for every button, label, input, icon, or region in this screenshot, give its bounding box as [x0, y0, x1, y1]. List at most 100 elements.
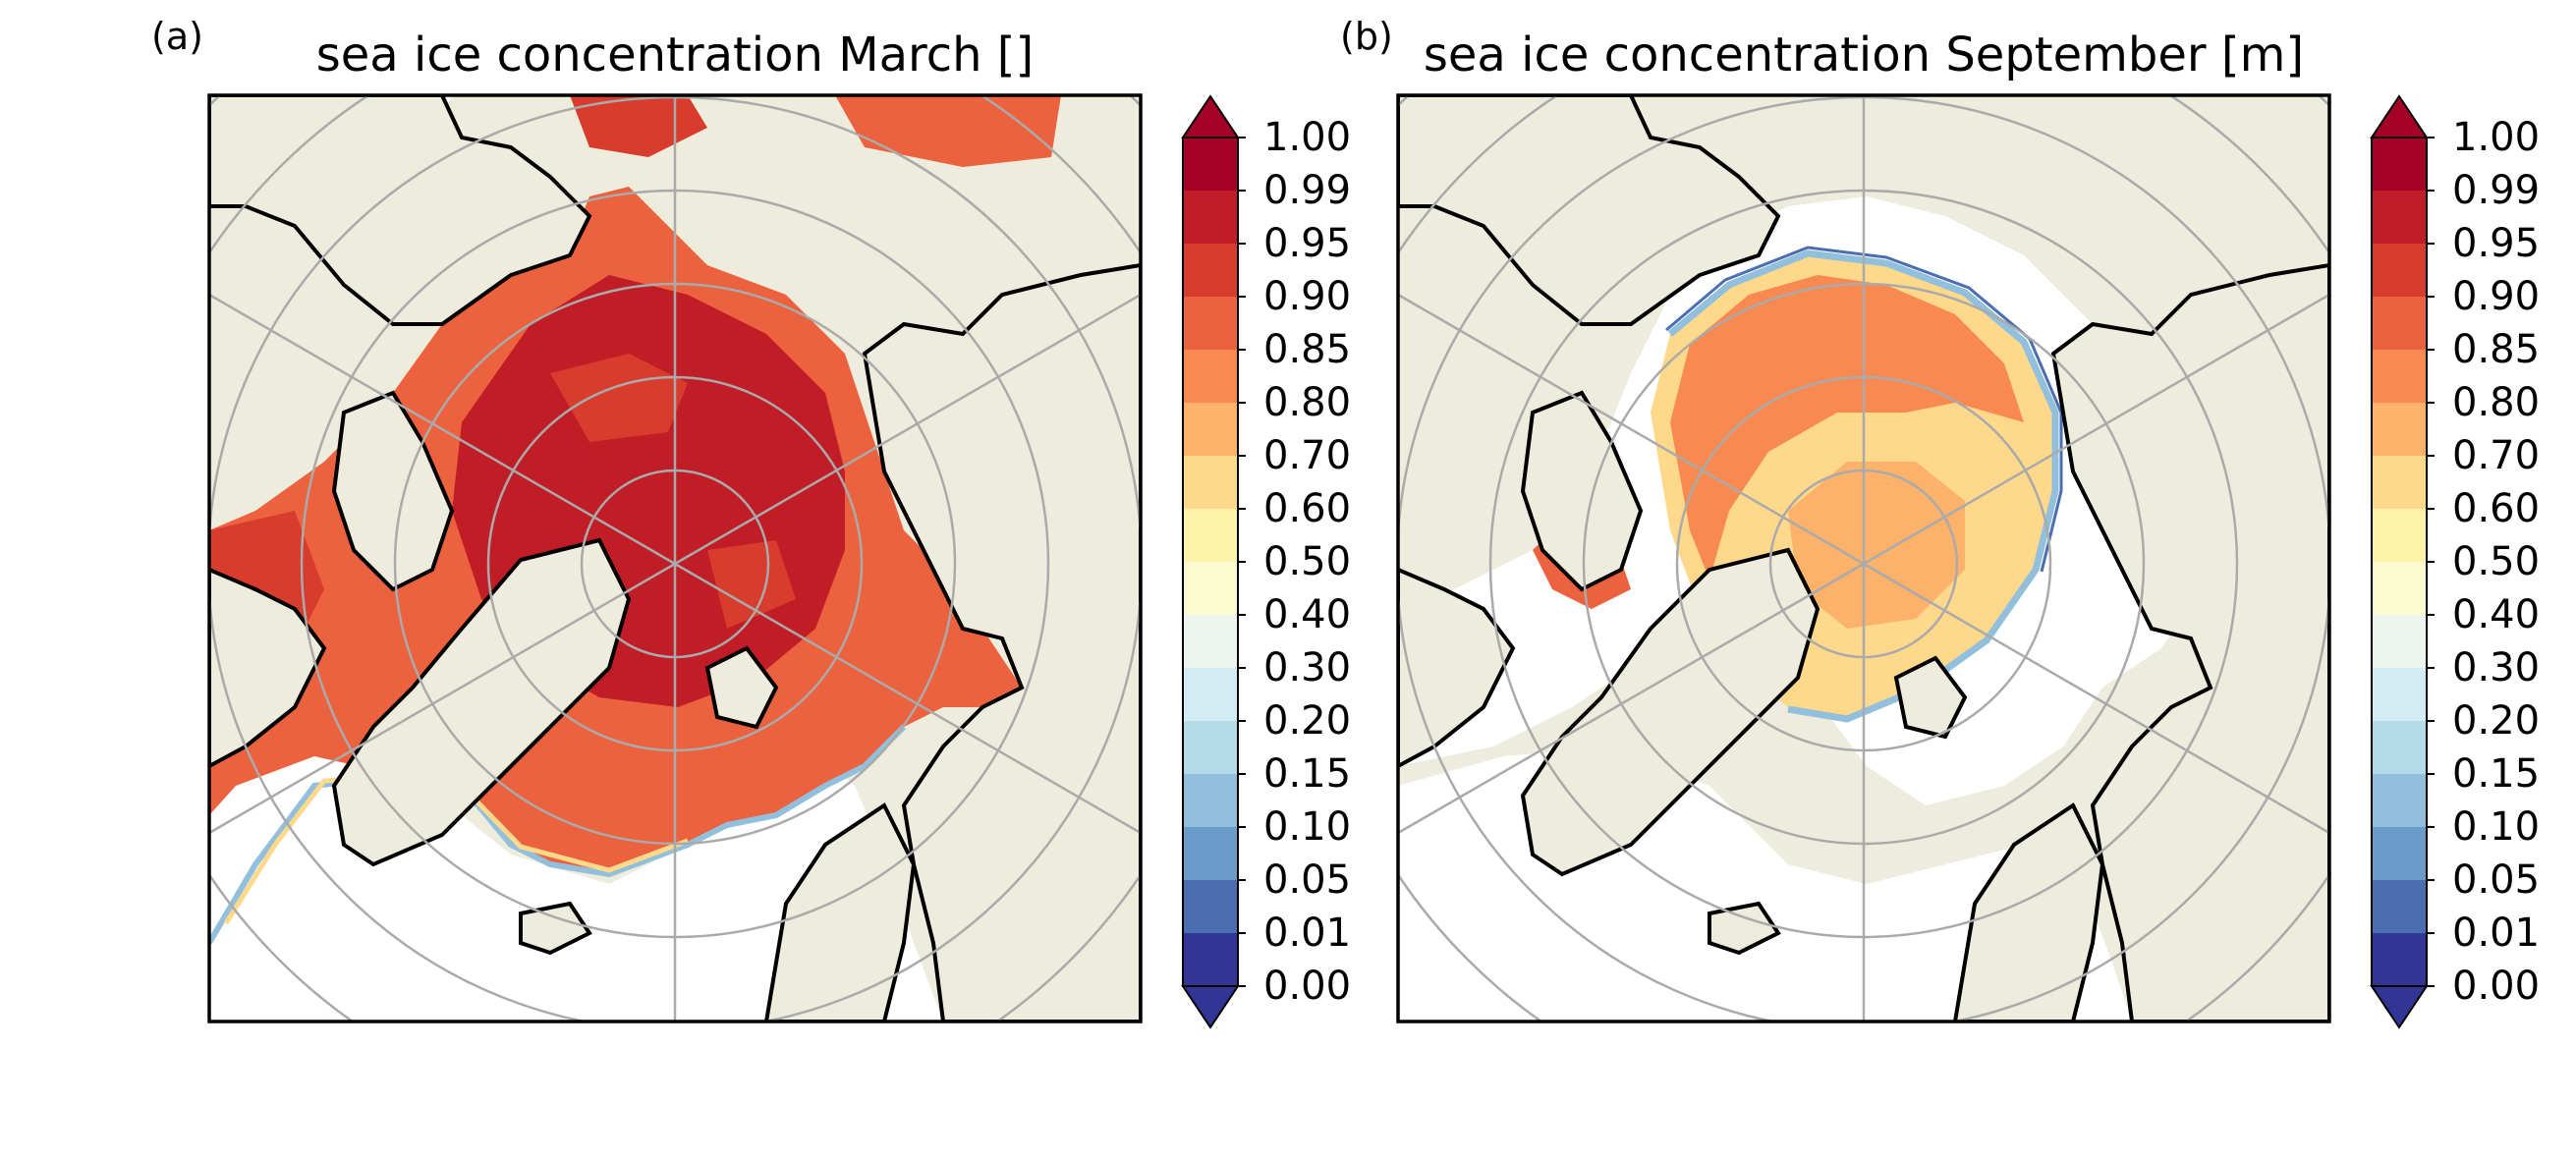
panel-a-tick-10: 0.30 — [1263, 645, 1351, 690]
colorbar-bin — [2372, 880, 2427, 934]
panel-a-map — [209, 95, 1141, 1022]
panel-b-graticule — [1398, 95, 2329, 1022]
panel-a-ice-edge — [209, 724, 907, 945]
panel-b-tick-5: 0.80 — [2452, 380, 2540, 425]
panel-a-ice-blotch-2 — [707, 540, 796, 629]
panel-b-scandinavia — [1952, 802, 2105, 1022]
panel-a-ice-barents — [570, 95, 707, 157]
panel-b-tick-16: 0.00 — [2452, 964, 2540, 1009]
panel-a-tick-3: 0.90 — [1263, 274, 1351, 319]
panel-b-tick-4: 0.85 — [2452, 327, 2540, 372]
panel-a: (a) sea ice concentration March [] — [151, 15, 1351, 1029]
colorbar-bin — [2372, 774, 2427, 828]
panel-a-tick-9: 0.40 — [1263, 592, 1351, 637]
panel-b-tick-1: 0.99 — [2452, 168, 2540, 213]
colorbar-bin — [2372, 403, 2427, 457]
panel-a-iceland — [519, 901, 592, 956]
panel-b-colorbar-bins — [2370, 94, 2435, 1029]
panel-a-title: sea ice concentration March [] — [316, 28, 1034, 83]
colorbar-bin — [1183, 827, 1238, 881]
colorbar-extend-low — [1181, 985, 1240, 1029]
colorbar-bin — [2372, 933, 2427, 987]
colorbar-bin — [1183, 933, 1238, 987]
panel-a-greenland — [331, 537, 632, 867]
panel-b: (b) sea ice concentration September [m] — [1340, 15, 2540, 1029]
colorbar-bin — [1183, 721, 1238, 775]
panel-a-tick-16: 0.00 — [1263, 964, 1351, 1009]
colorbar-bin — [1183, 615, 1238, 669]
panel-a-label: (a) — [151, 15, 203, 58]
colorbar-bin — [2372, 668, 2427, 722]
panel-a-ice-blotch-1 — [550, 354, 688, 442]
panel-a-colorbar: 1.00 0.99 0.95 0.90 0.85 0.80 0.70 0.60 … — [1181, 94, 1351, 1029]
colorbar-bin — [2372, 191, 2427, 245]
panel-b-tick-15: 0.01 — [2452, 911, 2540, 956]
panel-b-ice-mid — [1670, 275, 2024, 580]
panel-a-svalbard — [704, 645, 779, 730]
colorbar-bin — [1183, 191, 1238, 245]
panel-b-tick-13: 0.10 — [2452, 804, 2540, 850]
panel-a-tick-5: 0.80 — [1263, 380, 1351, 425]
panel-a-tick-0: 1.00 — [1263, 115, 1351, 160]
colorbar-bin — [2372, 562, 2427, 616]
panel-b-tick-11: 0.20 — [2452, 698, 2540, 744]
colorbar-bin — [2372, 827, 2427, 881]
colorbar-extend-low — [2370, 985, 2429, 1029]
panel-a-canada — [209, 567, 327, 769]
panel-b-tick-7: 0.60 — [2452, 486, 2540, 531]
panel-a-tick-15: 0.01 — [1263, 911, 1351, 956]
panel-b-tick-6: 0.70 — [2452, 433, 2540, 478]
panel-b-tick-9: 0.40 — [2452, 592, 2540, 637]
colorbar-bin — [2372, 138, 2427, 192]
panel-b-title: sea ice concentration September [m] — [1424, 28, 2304, 83]
colorbar-bin — [2372, 615, 2427, 669]
panel-a-tick-7: 0.60 — [1263, 486, 1351, 531]
panel-a-tick-14: 0.05 — [1263, 857, 1351, 903]
colorbar-bin — [1183, 562, 1238, 616]
panel-a-graticule — [209, 95, 1141, 1022]
panel-a-tick-11: 0.20 — [1263, 698, 1351, 744]
panel-b-colorbar: 1.00 0.99 0.95 0.90 0.85 0.80 0.70 0.60 … — [2370, 94, 2540, 1029]
colorbar-bin — [2372, 297, 2427, 351]
colorbar-extend-high — [2370, 94, 2429, 138]
colorbar-bin — [1183, 350, 1238, 404]
colorbar-bin — [1183, 456, 1238, 510]
panel-a-scandinavia — [763, 802, 917, 1022]
panel-b-frame — [1396, 93, 2331, 1023]
colorbar-bin — [2372, 350, 2427, 404]
colorbar-bin — [1183, 244, 1238, 298]
panel-b-iceland — [1708, 901, 1781, 956]
panel-b-map — [1398, 95, 2329, 1022]
panel-b-tick-12: 0.15 — [2452, 751, 2540, 797]
colorbar-bin — [1183, 880, 1238, 934]
panel-b-tick-14: 0.05 — [2452, 857, 2540, 903]
panel-a-tick-6: 0.70 — [1263, 433, 1351, 478]
colorbar-bin — [2372, 244, 2427, 298]
colorbar-bin — [2372, 456, 2427, 510]
colorbar-extend-high — [1181, 94, 1240, 138]
panel-a-tick-2: 0.95 — [1263, 221, 1351, 266]
panel-b-tick-8: 0.50 — [2452, 539, 2540, 584]
panel-b-greenland — [1520, 547, 1820, 877]
colorbar-bin — [1183, 297, 1238, 351]
colorbar-bin — [2372, 721, 2427, 775]
panel-b-svalbard — [1893, 655, 1968, 740]
panel-a-tick-4: 0.85 — [1263, 327, 1351, 372]
panel-b-tick-10: 0.30 — [2452, 645, 2540, 690]
colorbar-bin — [1183, 774, 1238, 828]
colorbar-bin — [1183, 403, 1238, 457]
panel-a-tick-13: 0.10 — [1263, 804, 1351, 850]
panel-b-tick-2: 0.95 — [2452, 221, 2540, 266]
panel-a-tick-1: 0.99 — [1263, 168, 1351, 213]
colorbar-bin — [2372, 509, 2427, 563]
panel-b-tick-0: 1.00 — [2452, 115, 2540, 160]
colorbar-bin — [1183, 509, 1238, 563]
panel-b-ice-core — [1788, 462, 1965, 629]
panel-a-colorbar-bins — [1181, 94, 1246, 1029]
panel-a-ice-okhotsk — [835, 95, 1061, 167]
panel-b-canada — [1398, 567, 1516, 769]
colorbar-bin — [1183, 668, 1238, 722]
panel-b-tick-3: 0.90 — [2452, 274, 2540, 319]
panel-a-tick-12: 0.15 — [1263, 751, 1351, 797]
